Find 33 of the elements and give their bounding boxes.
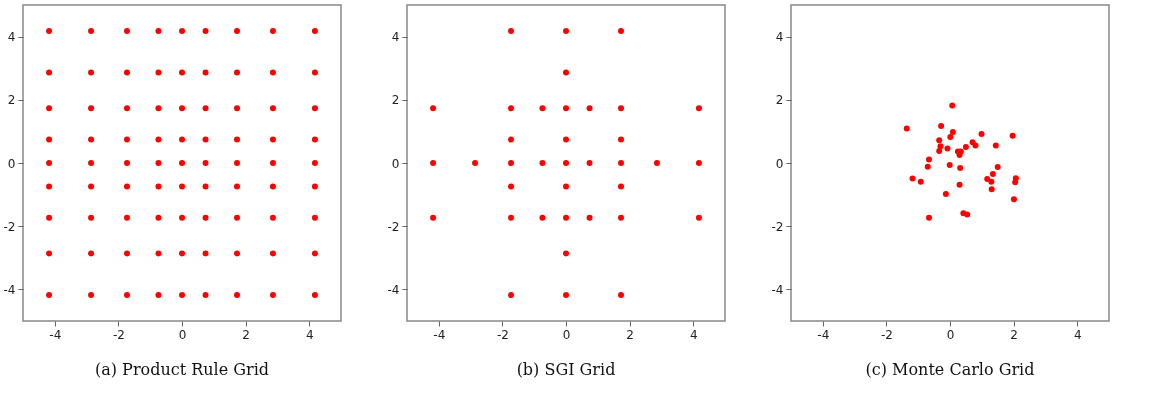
y-tick-label: -2: [387, 219, 400, 234]
text: (b) SGI Grid: [516, 360, 616, 379]
x-tick-label: -4: [817, 327, 830, 342]
x-tick-label: 4: [305, 327, 314, 342]
text: (c) Monte Carlo Grid: [865, 360, 1035, 379]
y-tick-label: -4: [771, 282, 784, 297]
x-tick-label: 0: [178, 327, 187, 342]
y-tick-label: -2: [771, 219, 784, 234]
x-tick-label: 2: [242, 327, 250, 342]
y-tick-label: 0: [775, 156, 784, 171]
y-tick-label: 0: [7, 156, 16, 171]
y-tick-label: 0: [391, 156, 400, 171]
y-tick-label: 4: [391, 30, 400, 45]
x-tick-label: 0: [562, 327, 571, 342]
x-tick-label: 2: [626, 327, 634, 342]
x-tick-label: -2: [112, 327, 125, 342]
x-tick-label: -2: [880, 327, 893, 342]
x-tick-label: 2: [1010, 327, 1018, 342]
x-tick-label: 0: [946, 327, 955, 342]
x-tick-label: -2: [496, 327, 509, 342]
y-tick-label: 4: [775, 30, 784, 45]
x-tick-label: -4: [49, 327, 62, 342]
y-tick-label: 4: [7, 30, 16, 45]
y-tick-label: -2: [3, 219, 16, 234]
y-tick-label: -4: [3, 282, 16, 297]
text: (a) Product Rule Grid: [95, 360, 269, 379]
y-tick-label: -4: [387, 282, 400, 297]
y-tick-label: 2: [7, 93, 16, 108]
y-tick-label: 2: [391, 93, 400, 108]
x-tick-label: 4: [689, 327, 698, 342]
x-tick-label: -4: [433, 327, 446, 342]
x-tick-label: 4: [1073, 327, 1082, 342]
y-tick-label: 2: [775, 93, 784, 108]
